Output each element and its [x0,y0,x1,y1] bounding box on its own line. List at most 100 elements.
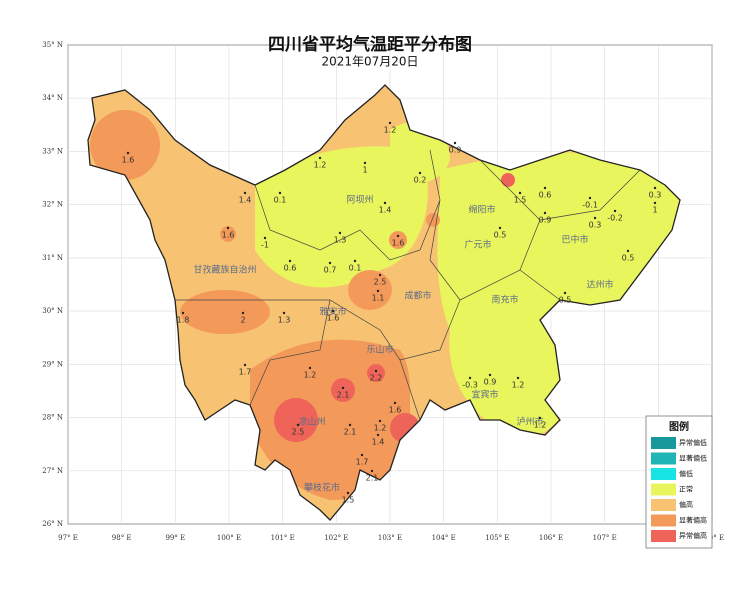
region-label: 乐山市 [366,344,393,356]
station-dot [296,423,300,427]
y-tick-label: 27° N [42,467,63,475]
region-label: 绵阳市 [468,204,495,216]
legend-label: 显著偏低 [679,454,707,463]
station-dot [626,249,630,253]
x-tick-label: 101° E [271,534,295,542]
station-dot [388,121,392,125]
legend-label: 偏低 [679,469,693,478]
station-value: 0.5 [622,254,635,263]
station-value: 0.1 [349,264,362,273]
station-value: 1.3 [278,316,291,325]
x-tick-label: 104° E [432,534,456,542]
station-value: 1.4 [239,196,252,205]
station-value: 1 [362,166,367,175]
y-tick-label: 30° N [42,307,63,315]
station-dot [393,401,397,405]
station-dot [376,433,380,437]
station-value: 0.2 [414,176,427,185]
x-tick-label: 97° E [58,534,78,542]
station-dot [331,309,335,313]
station-value: 1.6 [222,231,235,240]
legend-label: 显著偏高 [679,516,707,525]
station-dot [378,273,382,277]
station-dot [243,363,247,367]
station-dot [353,259,357,263]
station-dot [378,419,382,423]
legend-title: 图例 [669,420,689,433]
station-value: 0.5 [559,296,572,305]
station-dot [543,211,547,215]
station-value: 1.6 [122,156,135,165]
station-value: 0.7 [324,266,337,275]
x-tick-label: 99° E [165,534,185,542]
station-dot [498,226,502,230]
station-value: -0.3 [462,381,478,390]
region-label: 甘孜藏族自治州 [193,264,256,276]
station-dot [468,376,472,380]
station-value: 1.5 [514,196,527,205]
x-tick-label: 98° E [112,534,132,542]
region-label: 凉山州 [298,416,325,428]
station-dot [278,191,282,195]
x-tick-label: 105° E [485,534,509,542]
station-dot [263,236,267,240]
station-dot [308,366,312,370]
region-label: 泸州市 [516,416,543,428]
station-value: 0.3 [589,221,602,230]
region-label: 宜宾市 [471,389,498,401]
x-tick-label: 102° E [324,534,348,542]
station-value: 1.2 [512,381,525,390]
station-dot [288,259,292,263]
station-value: 1 [652,206,657,215]
legend-label: 偏高 [679,500,693,509]
legend-swatch [651,437,676,449]
y-tick-label: 33° N [42,147,63,155]
legend-swatch [651,514,676,527]
map-title: 四川省平均气温距平分布图 [268,34,472,55]
station-value: 0.9 [539,216,552,225]
station-dot [282,311,286,315]
station-value: 1.2 [314,161,327,170]
station-dot [341,386,345,390]
y-tick-label: 35° N [42,41,63,49]
station-dot [360,453,364,457]
station-value: 1.1 [372,294,385,303]
station-value: 2.2 [370,374,383,383]
y-tick-label: 34° N [42,94,63,102]
station-dot [588,196,592,200]
station-value: 1.2 [534,421,547,430]
station-value: 2.1 [337,391,350,400]
station-dot [653,186,657,190]
legend-swatch [651,499,676,511]
station-value: 1.7 [239,368,252,377]
station-dot [348,423,352,427]
map-subtitle: 2021年07月20日 [321,55,418,69]
station-value: 2.1 [366,474,379,483]
y-tick-label: 31° N [42,254,63,262]
station-value: 1.2 [374,424,387,433]
station-dot [181,311,185,315]
station-dot [563,291,567,295]
station-dot [516,376,520,380]
region-label: 广元市 [464,239,491,251]
station-value: 1.8 [177,316,190,325]
station-dot [383,201,387,205]
station-value: 2.5 [292,428,305,437]
region-label: 南充市 [491,294,518,306]
x-tick-label: 100° E [217,534,241,542]
station-value: 2.5 [374,278,387,287]
legend-swatch [651,468,676,480]
station-dot [453,141,457,145]
station-value: 1.2 [384,126,397,135]
station-value: 1.4 [372,438,385,447]
station-dot [318,156,322,160]
legend-label: 异常偏低 [679,438,707,447]
station-value: 0.6 [539,191,552,200]
station-dot [346,491,350,495]
region-borders [175,149,641,421]
station-dot [593,216,597,220]
station-value: 1.7 [356,458,369,467]
station-value: 0.5 [494,231,507,240]
